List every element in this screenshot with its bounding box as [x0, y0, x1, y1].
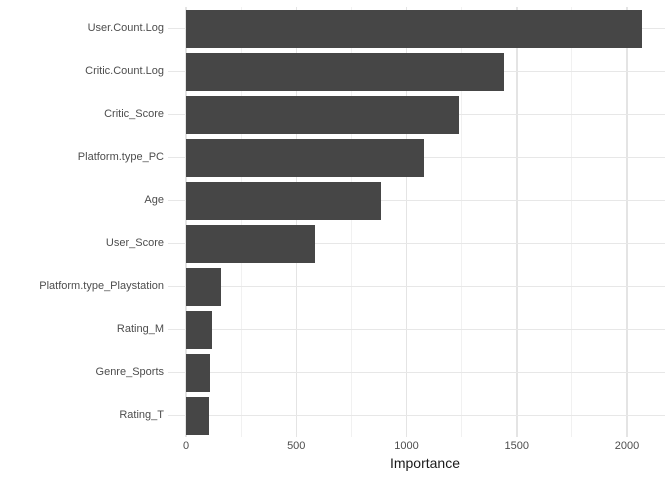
y-axis-label: User.Count.Log [87, 21, 164, 34]
row-gridline [168, 371, 665, 374]
bar [186, 396, 210, 435]
gridline-major [626, 7, 628, 437]
x-tick-label: 1500 [504, 440, 529, 452]
bar [186, 9, 643, 48]
y-axis-label: Rating_M [116, 322, 164, 335]
x-axis-ticks: 0 500 1000 1500 2000 [0, 440, 672, 454]
y-axis-label: User_Score [105, 236, 164, 249]
y-axis-label: Age [144, 193, 164, 206]
y-axis-labels: User.Count.Log Critic.Count.Log Critic_Sco… [0, 7, 164, 437]
x-tick-label: 2000 [614, 440, 640, 452]
row-gridline [168, 328, 665, 331]
x-axis-title: Importance [389, 455, 461, 471]
y-axis-label: Genre_Sports [95, 365, 164, 378]
bar [186, 267, 222, 306]
plot-panel [168, 7, 665, 437]
bar [186, 52, 504, 91]
gridline-major [185, 7, 187, 437]
y-axis-label: Critic.Count.Log [85, 64, 164, 77]
y-axis-label: Platform.type_PC [77, 150, 164, 163]
y-axis-label: Critic_Score [104, 107, 164, 120]
gridline-minor [350, 7, 352, 437]
x-tick-label: 500 [287, 440, 306, 452]
bar [186, 138, 425, 177]
bar [186, 95, 460, 134]
bar [186, 353, 211, 392]
gridline-major [295, 7, 297, 437]
gridline-minor [240, 7, 242, 437]
gridline-minor [461, 7, 463, 437]
row-gridline [168, 199, 665, 202]
row-gridline [168, 414, 665, 417]
gridline-major [516, 7, 518, 437]
y-axis-label: Platform.type_Playstation [39, 279, 164, 292]
y-axis-label: Rating_T [119, 408, 164, 421]
x-tick-label: 0 [182, 440, 190, 452]
row-gridline [168, 285, 665, 288]
row-gridline [168, 242, 665, 245]
bar [186, 310, 213, 349]
bar [186, 181, 382, 220]
gridline-major [405, 7, 408, 437]
bar [186, 224, 315, 263]
x-tick-label: 1000 [394, 440, 419, 452]
gridline-minor [571, 7, 573, 437]
